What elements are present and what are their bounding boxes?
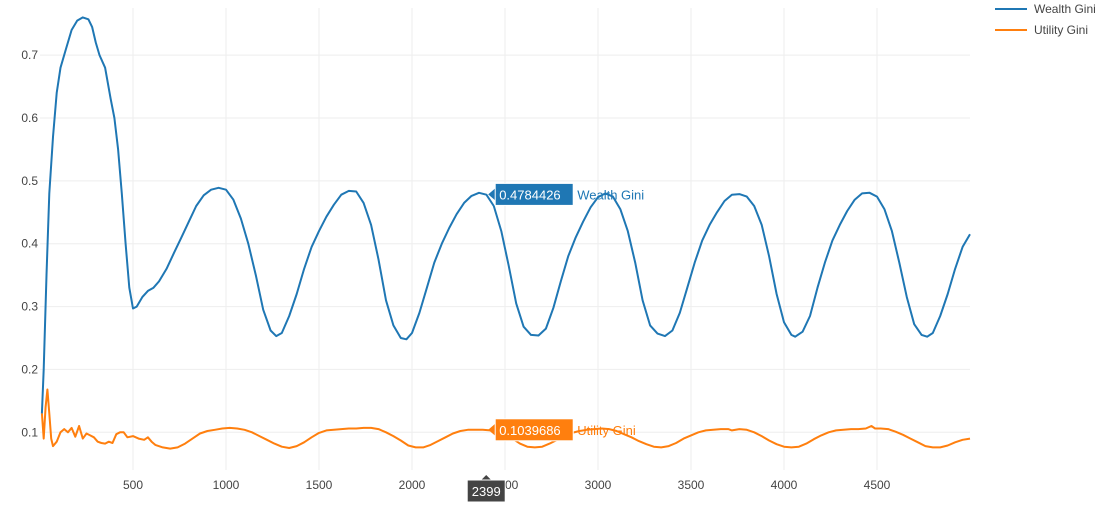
hover-x-label-box: [466, 479, 506, 503]
x-tick-label: 3500: [678, 478, 705, 492]
utility-gini-hover-pointer: [488, 423, 496, 436]
y-tick-label: 0.6: [21, 111, 38, 125]
wealth-gini-hover-pointer: [488, 188, 496, 201]
utility-gini-legend-label: Utility Gini: [1034, 23, 1088, 37]
legend-item-utility-gini[interactable]: Utility Gini: [995, 23, 1088, 37]
x-tick-label: 3000: [585, 478, 612, 492]
utility-gini-hover-name: Utility Gini: [577, 423, 636, 438]
x-tick-label: 500: [123, 478, 143, 492]
wealth-gini-hover-name: Wealth Gini: [577, 187, 644, 202]
utility-gini-hover-box: [494, 418, 574, 442]
utility-gini-hover-value: 0.1039686: [499, 423, 560, 438]
grid: [40, 8, 970, 470]
wealth-gini-hover-value: 0.4784426: [499, 187, 560, 202]
x-tick-label: 4000: [771, 478, 798, 492]
hover-x-label: 2399: [472, 484, 501, 499]
wealth-gini-legend-label: Wealth Gini: [1034, 2, 1096, 16]
y-tick-label: 0.5: [21, 174, 38, 188]
x-tick-label: 2000: [399, 478, 426, 492]
legend-item-wealth-gini[interactable]: Wealth Gini: [995, 2, 1096, 16]
y-tick-label: 0.7: [21, 48, 38, 62]
series-lines: [40, 16, 971, 450]
hover-tooltips: 2399 0.4784426 Wealth Gini 0.1039686 Utility…: [466, 182, 644, 503]
legend[interactable]: Wealth Gini Utility Gini: [995, 2, 1096, 37]
x-tick-label: 1500: [306, 478, 333, 492]
utility-gini-line: [40, 388, 971, 450]
y-tick-label: 0.2: [21, 362, 38, 376]
wealth-gini-hover-box: [494, 182, 574, 206]
axes: 500100015002000250030003500400045000.10.…: [21, 48, 890, 492]
y-tick-label: 0.3: [21, 300, 38, 314]
x-tick-label: 4500: [864, 478, 891, 492]
y-tick-label: 0.4: [21, 237, 38, 251]
hover-x-pointer: [481, 475, 492, 480]
x-tick-label: 1000: [213, 478, 240, 492]
wealth-gini-line: [40, 16, 971, 414]
y-tick-label: 0.1: [21, 425, 38, 439]
